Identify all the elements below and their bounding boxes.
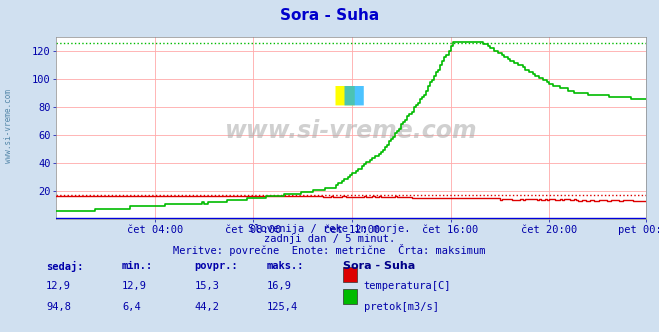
- Text: 12,9: 12,9: [122, 281, 147, 290]
- Text: Meritve: povrečne  Enote: metrične  Črta: maksimum: Meritve: povrečne Enote: metrične Črta: …: [173, 244, 486, 256]
- Text: Sora - Suha: Sora - Suha: [280, 8, 379, 23]
- Text: 15,3: 15,3: [194, 281, 219, 290]
- Text: 94,8: 94,8: [46, 302, 71, 312]
- Text: 6,4: 6,4: [122, 302, 140, 312]
- Text: min.:: min.:: [122, 261, 153, 271]
- Text: sedaj:: sedaj:: [46, 261, 84, 272]
- Text: pretok[m3/s]: pretok[m3/s]: [364, 302, 439, 312]
- Text: Slovenija / reke in morje.: Slovenija / reke in morje.: [248, 224, 411, 234]
- Text: www.si-vreme.com: www.si-vreme.com: [4, 89, 13, 163]
- Text: Sora - Suha: Sora - Suha: [343, 261, 415, 271]
- Text: 16,9: 16,9: [267, 281, 292, 290]
- Text: ▪: ▪: [341, 76, 367, 114]
- Text: maks.:: maks.:: [267, 261, 304, 271]
- Text: povpr.:: povpr.:: [194, 261, 238, 271]
- Text: www.si-vreme.com: www.si-vreme.com: [225, 120, 477, 143]
- Text: zadnji dan / 5 minut.: zadnji dan / 5 minut.: [264, 234, 395, 244]
- Text: 44,2: 44,2: [194, 302, 219, 312]
- Text: 12,9: 12,9: [46, 281, 71, 290]
- Text: temperatura[C]: temperatura[C]: [364, 281, 451, 290]
- Text: ▪: ▪: [332, 76, 358, 114]
- Text: 125,4: 125,4: [267, 302, 298, 312]
